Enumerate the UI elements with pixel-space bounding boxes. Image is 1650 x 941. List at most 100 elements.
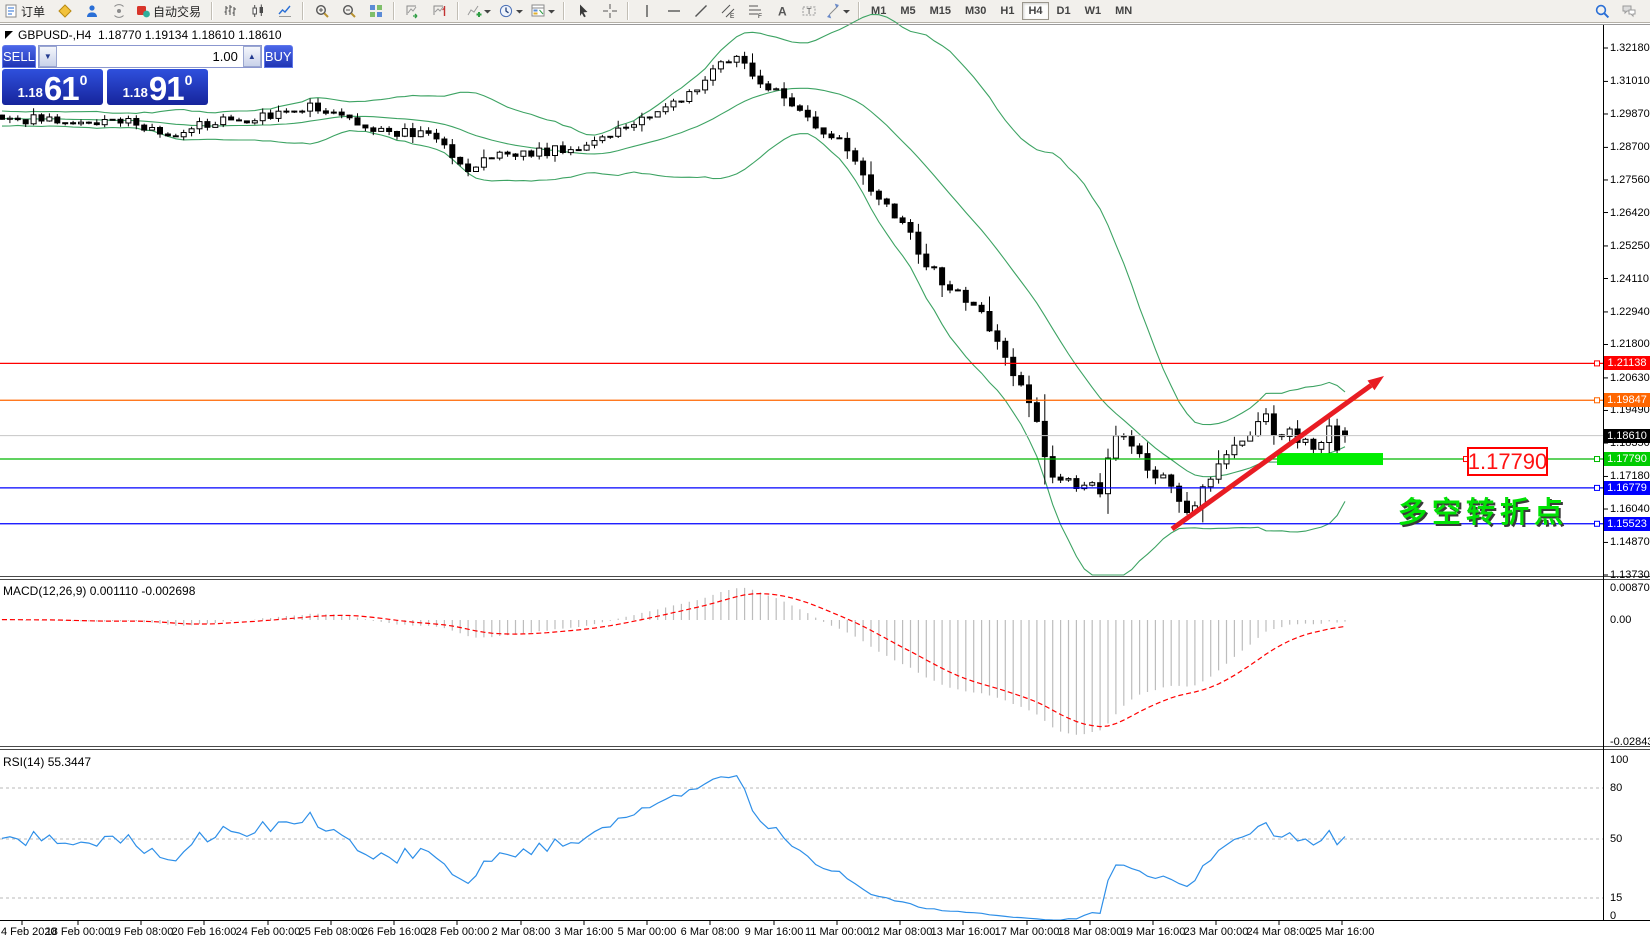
timeframe-h1-button[interactable]: H1	[1000, 5, 1015, 17]
buy-price-point: 0	[184, 72, 193, 88]
turning-point-text[interactable]: 多空转折点	[1398, 497, 1569, 529]
timeframe-m30-button[interactable]: M30	[965, 5, 987, 17]
new-order-icon	[5, 4, 17, 18]
fibonacci-button[interactable]: F	[742, 0, 767, 22]
auto-scroll-button[interactable]	[400, 0, 425, 22]
sell-price-prefix: 1.18	[17, 85, 43, 100]
vline-icon	[645, 5, 648, 17]
volume-input[interactable]	[56, 46, 243, 67]
chart-shift-icon	[433, 5, 445, 16]
toolbar-separator	[457, 2, 460, 20]
autotrading-button[interactable]: 自动交易	[133, 0, 206, 22]
buy-price-prefix: 1.18	[122, 85, 148, 100]
text-button[interactable]: A	[769, 0, 794, 22]
volume-increase-button[interactable]: ▲	[242, 46, 261, 67]
bollinger-l-band	[1, 124, 1346, 576]
timeframe-m15-button[interactable]: M15	[929, 5, 951, 17]
arrows-button[interactable]	[823, 0, 853, 22]
toolbar-separator	[858, 2, 861, 20]
toolbar-separator	[627, 2, 630, 20]
bear-candles	[0, 55, 1348, 514]
timeframe-w1-button[interactable]: W1	[1084, 5, 1102, 17]
timeframe-m5-button[interactable]: M5	[900, 5, 916, 17]
volume-decrease-button[interactable]: ▼	[38, 46, 57, 67]
trend-arrow[interactable]	[1170, 383, 1373, 532]
text-label-button[interactable]: T	[796, 0, 821, 22]
chat-button[interactable]	[1616, 0, 1641, 22]
template-icon	[531, 4, 545, 17]
bar-chart-button[interactable]	[218, 0, 243, 22]
tile-windows-button[interactable]	[363, 0, 388, 22]
tile-icon	[369, 5, 382, 17]
macd-histogram	[1, 587, 1346, 735]
price-annotation-text: 1.17790	[1467, 448, 1548, 474]
arrows-icon	[827, 3, 840, 19]
candlestick-chart-button[interactable]	[245, 0, 270, 22]
line-chart-button[interactable]	[272, 0, 297, 22]
equidistant-channel-button[interactable]: E	[715, 0, 740, 22]
sell-price-point: 0	[79, 72, 88, 88]
buy-price-panel[interactable]: 1.18 91 0	[107, 69, 208, 105]
hline-anchor[interactable]	[1594, 397, 1600, 404]
toolbar-separator	[211, 2, 214, 20]
vertical-line-button[interactable]	[634, 0, 659, 22]
timeframe-h4-button[interactable]: H4	[1022, 2, 1049, 20]
price-annotation-box[interactable]: 1.17790	[1467, 447, 1548, 476]
sell-price-panel[interactable]: 1.18 61 0	[2, 69, 103, 105]
indicators-icon	[467, 5, 482, 17]
zoom-out-button[interactable]	[336, 0, 361, 22]
timeframe-d1-button[interactable]: D1	[1056, 5, 1071, 17]
zoom-in-icon	[315, 4, 329, 18]
buy-button[interactable]: BUY	[263, 45, 293, 68]
chart-shift-button[interactable]	[427, 0, 452, 22]
toolbar-separator	[563, 2, 566, 20]
metaeditor-button[interactable]	[52, 0, 77, 22]
label-icon: T	[802, 6, 816, 16]
hline-anchor[interactable]	[1594, 520, 1600, 527]
sell-button[interactable]: SELL	[2, 45, 36, 68]
indicators-button[interactable]	[464, 0, 494, 22]
highlight-bar[interactable]	[1277, 453, 1383, 466]
crosshair-icon	[602, 4, 617, 18]
templates-button[interactable]	[528, 0, 558, 22]
new-order-button-label: 订单	[21, 4, 46, 19]
trend-arrow-head	[1367, 376, 1384, 391]
autotrading-icon	[137, 6, 150, 18]
toolbar-right-group	[1588, 0, 1650, 22]
search-button[interactable]	[1589, 0, 1614, 22]
timeframe-mn-button[interactable]: MN	[1115, 5, 1133, 17]
svg-text:F: F	[758, 13, 762, 19]
bar-chart-icon	[224, 5, 236, 16]
dropdown-arrow-icon	[484, 10, 492, 14]
toolbar-separator	[302, 2, 305, 20]
community-button[interactable]	[79, 0, 104, 22]
zoom-out-icon	[342, 4, 356, 18]
zoom-in-button[interactable]	[309, 0, 334, 22]
periods-button[interactable]	[496, 0, 526, 22]
bollinger-m-band	[1, 87, 1346, 478]
new-order-button[interactable]: 订单	[1, 0, 50, 22]
community-icon	[86, 5, 97, 17]
candles-icon	[252, 4, 263, 17]
rsi-line	[1, 775, 1346, 921]
clock-icon	[499, 4, 513, 18]
trendline-button[interactable]	[688, 0, 713, 22]
horizontal-line-button[interactable]	[661, 0, 686, 22]
hline-icon	[667, 10, 680, 12]
hline-anchor[interactable]	[1594, 484, 1600, 491]
hline-anchor[interactable]	[1594, 360, 1600, 367]
hline-anchor[interactable]	[1594, 456, 1600, 463]
timeframe-m1-button[interactable]: M1	[871, 5, 887, 17]
candle-wicks	[1, 51, 1346, 523]
one-click-trading-panel: SELL ▼ ▲ BUY 1.18 61 0 1.18 91 0	[2, 45, 293, 106]
dropdown-arrow-icon	[843, 10, 851, 14]
broadcast-button[interactable]	[106, 0, 131, 22]
search-icon	[1595, 4, 1609, 19]
crosshair-button[interactable]	[597, 0, 622, 22]
dropdown-arrow-icon	[516, 10, 524, 14]
cursor-button[interactable]	[570, 0, 595, 22]
svg-text:T: T	[806, 7, 811, 16]
chat-icon	[1622, 5, 1635, 18]
broadcast-icon	[113, 4, 124, 18]
